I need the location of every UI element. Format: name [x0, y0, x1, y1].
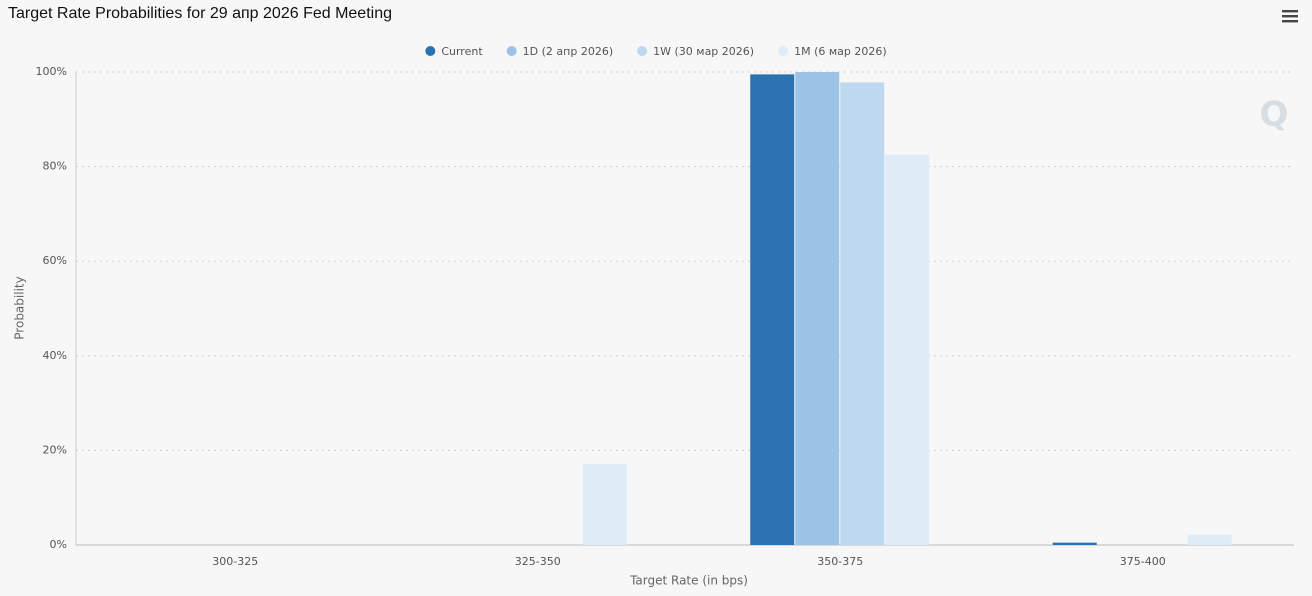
bar: [1187, 534, 1232, 545]
legend-marker[interactable]: [506, 46, 517, 56]
x-tick-label: 350-375: [817, 555, 863, 568]
legend-label[interactable]: 1W (30 мар 2026): [653, 45, 754, 58]
chart-title: Target Rate Probabilities for 29 апр 202…: [8, 5, 392, 22]
bar: [885, 154, 930, 545]
legend-label[interactable]: 1D (2 апр 2026): [523, 45, 613, 58]
y-tick-label: 100%: [36, 65, 67, 78]
x-tick-label: 325-350: [515, 555, 561, 568]
y-tick-label: 0%: [50, 538, 67, 551]
legend-marker[interactable]: [637, 46, 648, 56]
legend-marker[interactable]: [425, 46, 436, 56]
y-tick-label: 60%: [43, 254, 67, 267]
legend-label[interactable]: Current: [441, 45, 483, 58]
x-tick-label: 300-325: [212, 555, 258, 568]
y-tick-label: 40%: [43, 349, 67, 362]
bar: [795, 72, 840, 545]
y-tick-label: 80%: [43, 160, 67, 173]
bar: [1052, 542, 1097, 545]
x-tick-label: 375-400: [1120, 555, 1166, 568]
legend-marker[interactable]: [778, 46, 789, 56]
menu-button[interactable]: [1282, 10, 1298, 23]
bar: [582, 464, 627, 545]
bar: [840, 82, 885, 545]
legend-label[interactable]: 1M (6 мар 2026): [794, 45, 887, 58]
bar: [750, 74, 795, 546]
watermark-logo: Q: [1260, 95, 1289, 135]
y-axis-label: Probability: [13, 276, 27, 339]
y-tick-label: 20%: [43, 443, 67, 456]
x-axis-label: Target Rate (in bps): [629, 574, 748, 588]
